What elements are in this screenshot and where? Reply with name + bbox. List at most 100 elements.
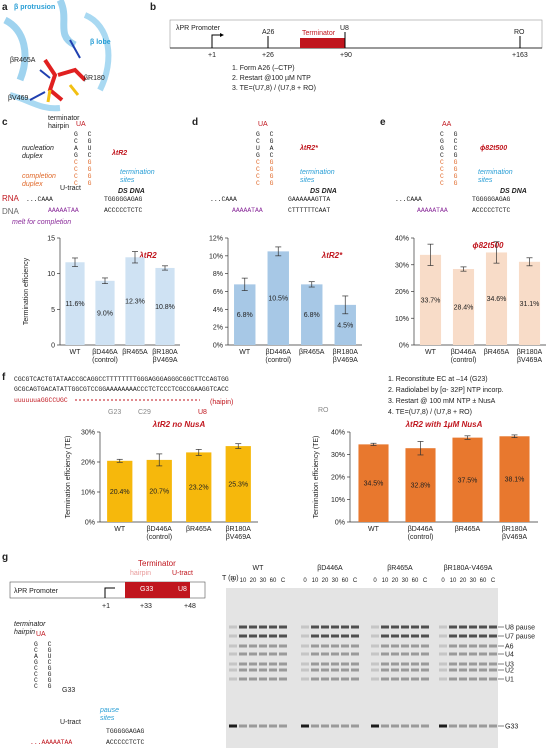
- gel-band: [489, 634, 497, 638]
- gel-band: [459, 668, 467, 672]
- chart-title: λtR2 no NusA: [152, 420, 206, 429]
- gel-band: [269, 625, 277, 629]
- gel-band: [311, 634, 319, 638]
- stem-pair: C G: [256, 166, 277, 173]
- gel-band: [469, 644, 477, 648]
- time-label: 30: [470, 578, 477, 584]
- gel-band: [401, 662, 409, 666]
- time-label: 20: [392, 578, 399, 584]
- gel-band: [351, 677, 359, 681]
- gel-band: [249, 625, 257, 629]
- band-label: A6: [505, 644, 514, 651]
- gel-band: [351, 652, 359, 656]
- gel-band: [421, 625, 429, 629]
- gel-band: [341, 677, 349, 681]
- gel-band: [301, 662, 309, 666]
- bar: [301, 284, 323, 345]
- gel-band: [469, 634, 477, 638]
- value-label: 31.1%: [520, 301, 540, 308]
- y-axis-label: Termination efficiency: [23, 257, 30, 325]
- gel-band: [279, 668, 287, 672]
- gel-band: [479, 644, 487, 648]
- gel-band: [489, 644, 497, 648]
- gel-band: [381, 652, 389, 656]
- label: G33: [62, 687, 75, 694]
- gel-band: [311, 677, 319, 681]
- value-label: 34.6%: [487, 296, 507, 303]
- loop: UA: [258, 121, 268, 128]
- promoter-arrow: [104, 587, 115, 598]
- gel-band: [381, 644, 389, 648]
- gel-band: [311, 668, 319, 672]
- sequence: ACCCCCTCTC: [472, 207, 511, 214]
- gel-band: [321, 652, 329, 656]
- gel-band: [401, 634, 409, 638]
- value-label: 9.0%: [97, 310, 113, 317]
- band-label: U3: [505, 662, 514, 669]
- label: A26: [262, 29, 275, 36]
- gel-band: [321, 677, 329, 681]
- step: 4. TE=(U7,8) / (U7,8 + RO): [388, 409, 472, 416]
- label: U-tract: [60, 185, 81, 192]
- gel-band: [239, 625, 247, 629]
- label: U-tract: [172, 570, 193, 577]
- label: β protrusion: [14, 4, 55, 11]
- chart-title: λtR2*: [321, 251, 343, 260]
- gel-band: [489, 662, 497, 666]
- gel-band: [229, 644, 237, 648]
- gel-band: [459, 677, 467, 681]
- gel-band: [391, 652, 399, 656]
- y-tick-label: 4%: [213, 307, 223, 314]
- gel-band: [421, 668, 429, 672]
- value-label: 34.5%: [364, 481, 384, 488]
- y-axis-label: Termination efficiency (TE): [65, 436, 72, 519]
- gel-band: [469, 625, 477, 629]
- time-label: 0: [303, 578, 307, 584]
- gel-band: [341, 652, 349, 656]
- band-label: U8 pause: [505, 625, 535, 632]
- stem-pair: G C: [440, 138, 461, 145]
- gel-band: [371, 677, 379, 681]
- gel-band: [351, 662, 359, 666]
- bar: [186, 452, 212, 522]
- promoter-arrow: [211, 34, 222, 48]
- gel-band: [249, 644, 257, 648]
- time-label: C: [491, 578, 496, 584]
- gel-band: [449, 668, 457, 672]
- time-label: 30: [402, 578, 409, 584]
- gel-band: [239, 724, 247, 728]
- gel-band: [239, 652, 247, 656]
- label: pause sites: [99, 707, 119, 722]
- time-label: 60: [342, 578, 349, 584]
- time-label: 60: [270, 578, 277, 584]
- gel-band: [411, 668, 419, 672]
- gel-band: [239, 677, 247, 681]
- gel-band: [301, 625, 309, 629]
- sequence: ...AAAAATAA: [30, 739, 72, 746]
- gel-band: [489, 668, 497, 672]
- label: Terminator: [138, 559, 176, 568]
- step: 3. Restart @ 100 mM NTP ± NusA: [388, 398, 496, 405]
- gel-band: [391, 724, 399, 728]
- y-tick-label: 12%: [209, 236, 223, 243]
- loop: UA: [36, 631, 46, 638]
- value-label: 6.8%: [304, 312, 320, 319]
- gel-band: [311, 625, 319, 629]
- gel-band: [391, 677, 399, 681]
- gel-band: [401, 724, 409, 728]
- stem-pair: A U: [74, 145, 95, 152]
- gel-band: [449, 634, 457, 638]
- value-label: 37.5%: [458, 477, 478, 484]
- label: β lobe: [90, 39, 111, 46]
- time-label: 10: [450, 578, 457, 584]
- label: G33: [140, 586, 153, 593]
- y-tick-label: 8%: [213, 271, 223, 278]
- stem-pair: C G: [256, 159, 277, 166]
- bar: [267, 251, 289, 345]
- gel-band: [469, 652, 477, 656]
- time-label: 0: [441, 578, 445, 584]
- gel-band: [279, 662, 287, 666]
- sequence: AAAAATAA: [417, 207, 448, 214]
- time-label: 20: [250, 578, 257, 584]
